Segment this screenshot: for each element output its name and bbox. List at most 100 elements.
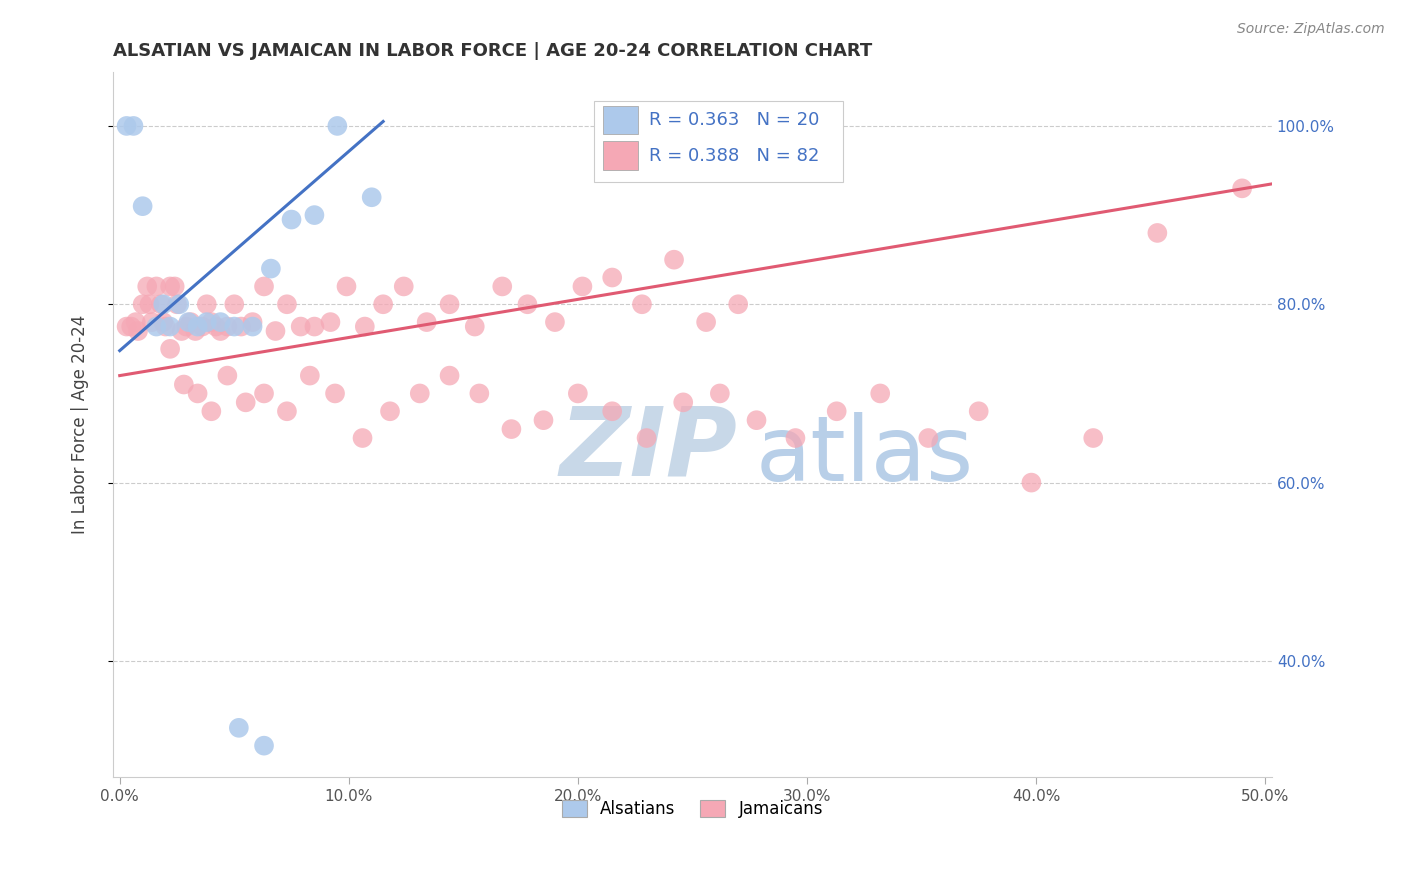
Point [169,297,191,311]
Point [152,315,174,329]
Point [235,395,257,409]
Point [184,324,207,338]
Point [335,279,357,293]
Point [709,386,731,401]
Point [200,404,222,418]
Point [125,315,148,329]
Point [439,297,461,311]
Point [785,431,807,445]
Point [464,319,486,334]
FancyBboxPatch shape [603,106,638,135]
Point [159,342,181,356]
Point [825,404,848,418]
Point [1230,181,1253,195]
Point [280,212,302,227]
Point [187,319,209,334]
Point [917,431,939,445]
Point [409,386,432,401]
Point [253,739,276,753]
Point [195,297,218,311]
Text: atlas: atlas [756,412,974,500]
Point [392,279,415,293]
Point [276,404,298,418]
Point [533,413,555,427]
Point [636,431,658,445]
Point [869,386,891,401]
FancyBboxPatch shape [603,142,638,169]
Point [304,208,326,222]
Point [170,324,193,338]
Point [360,190,382,204]
Point [253,386,276,401]
Point [115,119,138,133]
Point [439,368,461,383]
Point [127,324,149,338]
Point [242,315,264,329]
Point [501,422,523,436]
Point [120,319,142,334]
Point [290,319,312,334]
Point [260,261,283,276]
Point [326,119,349,133]
Point [145,279,167,293]
Point [163,279,186,293]
Point [491,279,513,293]
Point [298,368,321,383]
Point [264,324,287,338]
Point [544,315,567,329]
Point [468,386,491,401]
Point [155,319,177,334]
Point [122,119,145,133]
Point [229,319,252,334]
Point [415,315,437,329]
Point [174,319,197,334]
Point [136,279,159,293]
Point [152,297,174,311]
Point [166,297,188,311]
Point [180,315,202,329]
Point [253,279,276,293]
Y-axis label: In Labor Force | Age 20-24: In Labor Force | Age 20-24 [72,315,89,534]
Point [131,297,153,311]
Point [672,395,695,409]
Point [571,279,593,293]
Point [323,386,346,401]
Point [200,315,222,329]
Point [149,297,172,311]
Point [209,315,232,329]
FancyBboxPatch shape [593,101,844,182]
Point [195,315,218,329]
Point [516,297,538,311]
Point [217,319,239,334]
Point [187,386,209,401]
Point [217,368,239,383]
Text: R = 0.363   N = 20: R = 0.363 N = 20 [650,112,820,129]
Text: R = 0.388   N = 82: R = 0.388 N = 82 [650,146,820,164]
Point [600,270,623,285]
Point [177,315,200,329]
Point [159,319,181,334]
Point [600,404,623,418]
Point [353,319,375,334]
Point [159,279,181,293]
Point [378,404,401,418]
Point [131,199,153,213]
Point [745,413,768,427]
Point [352,431,374,445]
Point [209,324,232,338]
Point [319,315,342,329]
Point [173,377,195,392]
Point [228,721,250,735]
Text: Source: ZipAtlas.com: Source: ZipAtlas.com [1237,22,1385,37]
Point [373,297,395,311]
Point [242,319,264,334]
Point [1083,431,1105,445]
Legend: Alsatians, Jamaicans: Alsatians, Jamaicans [555,793,830,825]
Point [567,386,589,401]
Point [141,315,163,329]
Point [276,297,298,311]
Point [205,319,228,334]
Point [967,404,990,418]
Point [138,297,160,311]
Point [145,319,167,334]
